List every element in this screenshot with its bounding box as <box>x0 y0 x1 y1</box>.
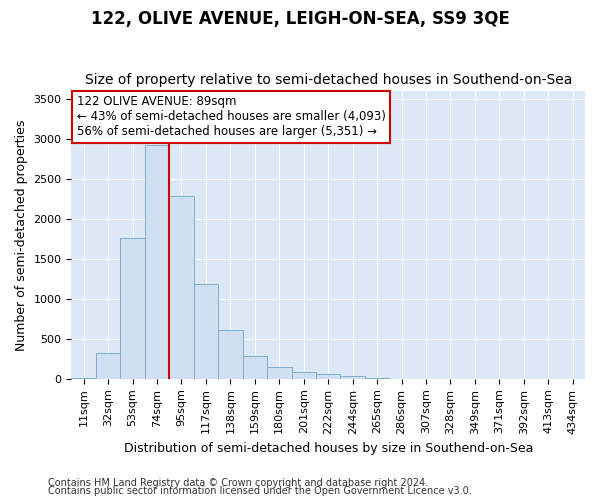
Bar <box>71 378 96 379</box>
Bar <box>267 367 292 379</box>
Bar <box>121 238 145 379</box>
Text: Contains public sector information licensed under the Open Government Licence v3: Contains public sector information licen… <box>48 486 472 496</box>
X-axis label: Distribution of semi-detached houses by size in Southend-on-Sea: Distribution of semi-detached houses by … <box>124 442 533 455</box>
Text: 122 OLIVE AVENUE: 89sqm
← 43% of semi-detached houses are smaller (4,093)
56% of: 122 OLIVE AVENUE: 89sqm ← 43% of semi-de… <box>77 96 385 138</box>
Bar <box>292 372 316 379</box>
Bar <box>194 284 218 379</box>
Bar <box>340 376 365 379</box>
Text: 122, OLIVE AVENUE, LEIGH-ON-SEA, SS9 3QE: 122, OLIVE AVENUE, LEIGH-ON-SEA, SS9 3QE <box>91 10 509 28</box>
Bar <box>316 374 340 379</box>
Text: Contains HM Land Registry data © Crown copyright and database right 2024.: Contains HM Land Registry data © Crown c… <box>48 478 428 488</box>
Bar <box>242 356 267 379</box>
Bar <box>96 353 121 379</box>
Title: Size of property relative to semi-detached houses in Southend-on-Sea: Size of property relative to semi-detach… <box>85 73 572 87</box>
Bar <box>169 196 194 379</box>
Bar <box>218 330 242 379</box>
Y-axis label: Number of semi-detached properties: Number of semi-detached properties <box>15 119 28 350</box>
Bar <box>145 146 169 379</box>
